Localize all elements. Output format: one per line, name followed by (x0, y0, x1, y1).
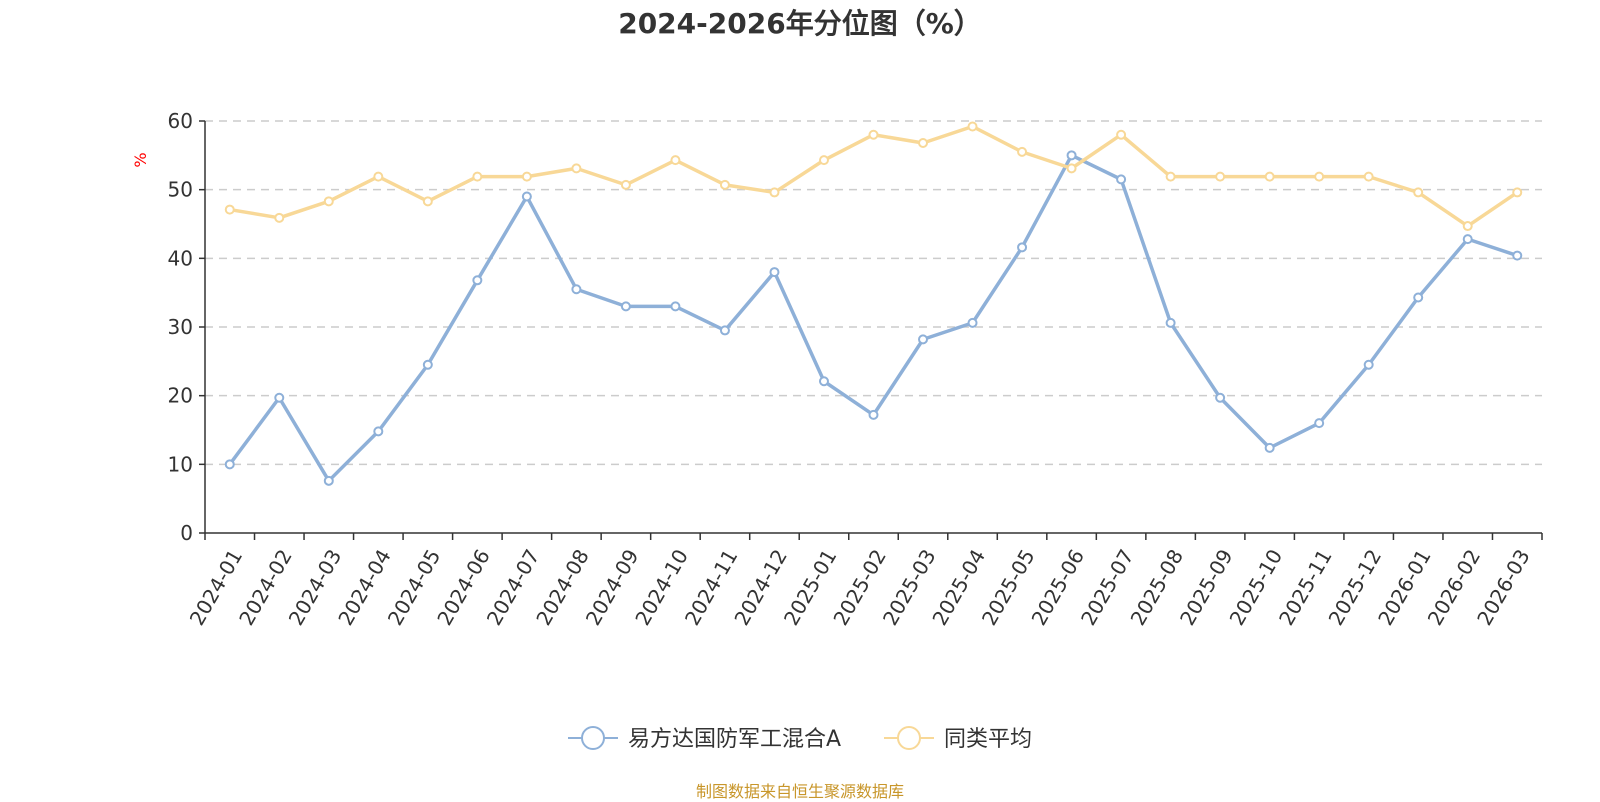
data-point-1-5 (472, 171, 483, 182)
data-point-1-10 (719, 179, 730, 190)
data-point-1-12 (818, 155, 829, 166)
data-point-0-5 (472, 275, 483, 286)
y-tick-label: 40 (168, 246, 193, 270)
data-point-0-18 (1116, 174, 1127, 185)
data-point-1-14 (918, 137, 929, 148)
legend-label-0: 易方达国防军工混合A (628, 727, 841, 752)
data-point-0-7 (571, 284, 582, 295)
y-axis-label: % (131, 152, 150, 167)
data-point-1-16 (1017, 146, 1028, 157)
y-tick-label: 30 (168, 315, 193, 339)
y-tick-label: 0 (180, 521, 193, 545)
data-point-1-26 (1512, 187, 1523, 198)
source-note: 制图数据来自恒生聚源数据库 (695, 782, 904, 801)
data-point-1-11 (769, 187, 780, 198)
data-point-1-0 (224, 204, 235, 215)
data-point-1-4 (422, 196, 433, 207)
data-point-0-21 (1264, 442, 1275, 453)
data-point-0-1 (274, 392, 285, 403)
data-point-0-12 (818, 376, 829, 387)
data-point-1-2 (323, 196, 334, 207)
legend-label-1: 同类平均 (944, 727, 1032, 752)
data-point-1-9 (670, 155, 681, 166)
y-tick-label: 10 (168, 452, 193, 476)
data-point-0-17 (1066, 150, 1077, 161)
legend-marker-0 (581, 726, 605, 750)
data-point-1-17 (1066, 163, 1077, 174)
data-point-0-26 (1512, 250, 1523, 261)
data-point-0-19 (1165, 317, 1176, 328)
chart-title: 2024-2026年分位图（%） (618, 7, 982, 40)
series (224, 121, 1523, 486)
data-point-0-14 (918, 334, 929, 345)
data-point-1-6 (521, 171, 532, 182)
axes: 01020304050602024-012024-022024-032024-0… (168, 109, 1543, 629)
data-point-1-7 (571, 163, 582, 174)
data-point-1-23 (1363, 171, 1374, 182)
legend[interactable]: 易方达国防军工混合A 同类平均 (568, 726, 1032, 752)
series-line-0 (228, 153, 1518, 483)
data-point-0-22 (1314, 418, 1325, 429)
legend-marker-1 (897, 726, 921, 750)
data-point-0-0 (224, 459, 235, 470)
data-point-1-15 (967, 121, 978, 132)
data-point-0-24 (1413, 292, 1424, 303)
data-point-0-25 (1462, 234, 1473, 245)
data-point-0-4 (422, 359, 433, 370)
data-point-1-13 (868, 129, 879, 140)
data-point-1-24 (1413, 187, 1424, 198)
data-point-0-13 (868, 409, 879, 420)
data-point-0-11 (769, 267, 780, 278)
data-point-0-23 (1363, 359, 1374, 370)
data-point-0-20 (1215, 392, 1226, 403)
data-point-0-9 (670, 301, 681, 312)
y-tick-label: 20 (168, 384, 193, 408)
data-point-1-20 (1215, 171, 1226, 182)
data-point-0-3 (373, 426, 384, 437)
data-point-0-6 (521, 191, 532, 202)
y-tick-label: 60 (168, 109, 193, 133)
data-point-0-2 (323, 475, 334, 486)
y-tick-label: 50 (168, 178, 193, 202)
data-point-1-1 (274, 212, 285, 223)
data-point-1-3 (373, 171, 384, 182)
data-point-0-15 (967, 317, 978, 328)
data-point-1-18 (1116, 129, 1127, 140)
data-point-1-25 (1462, 221, 1473, 232)
data-point-0-10 (719, 325, 730, 336)
data-point-1-8 (620, 179, 631, 190)
data-point-1-21 (1264, 171, 1275, 182)
data-point-0-16 (1017, 242, 1028, 253)
data-point-0-8 (620, 301, 631, 312)
data-point-1-22 (1314, 171, 1325, 182)
data-point-1-19 (1165, 171, 1176, 182)
